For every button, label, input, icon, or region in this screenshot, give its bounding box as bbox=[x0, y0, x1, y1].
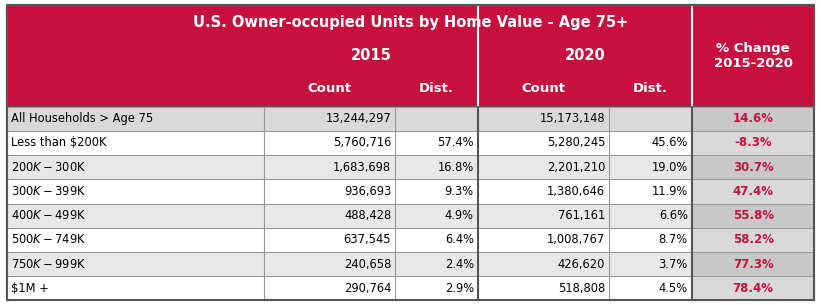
Text: 4.5%: 4.5% bbox=[658, 282, 688, 295]
Text: 11.9%: 11.9% bbox=[652, 185, 688, 198]
Bar bbox=[7, 107, 692, 131]
Text: Dist.: Dist. bbox=[633, 82, 668, 95]
Text: 58.2%: 58.2% bbox=[732, 233, 773, 246]
Text: 3.7%: 3.7% bbox=[658, 258, 688, 271]
Text: 13,244,297: 13,244,297 bbox=[326, 112, 392, 125]
Bar bbox=[7, 179, 692, 203]
Text: $750K - $999K: $750K - $999K bbox=[11, 258, 87, 271]
Bar bbox=[692, 179, 814, 203]
Text: 290,764: 290,764 bbox=[344, 282, 392, 295]
Text: 77.3%: 77.3% bbox=[733, 258, 773, 271]
Text: Count: Count bbox=[308, 82, 351, 95]
Text: 19.0%: 19.0% bbox=[652, 161, 688, 174]
Bar bbox=[692, 228, 814, 252]
Bar bbox=[692, 155, 814, 179]
Text: 55.8%: 55.8% bbox=[732, 209, 773, 222]
Text: Dist.: Dist. bbox=[420, 82, 454, 95]
Text: 4.9%: 4.9% bbox=[445, 209, 474, 222]
Text: 30.7%: 30.7% bbox=[733, 161, 773, 174]
Text: 2,201,210: 2,201,210 bbox=[547, 161, 605, 174]
Text: Less than $200K: Less than $200K bbox=[11, 136, 107, 149]
Bar bbox=[692, 276, 814, 300]
Text: All Households > Age 75: All Households > Age 75 bbox=[11, 112, 154, 125]
Bar bbox=[7, 5, 814, 107]
Bar bbox=[692, 252, 814, 276]
Text: 1,380,646: 1,380,646 bbox=[547, 185, 605, 198]
Bar bbox=[7, 131, 692, 155]
Text: 5,280,245: 5,280,245 bbox=[547, 136, 605, 149]
Text: Count: Count bbox=[521, 82, 566, 95]
Text: 2.4%: 2.4% bbox=[445, 258, 474, 271]
Text: $400K - $499K: $400K - $499K bbox=[11, 209, 87, 222]
Text: 2020: 2020 bbox=[565, 48, 605, 63]
Text: 2.9%: 2.9% bbox=[445, 282, 474, 295]
Text: U.S. Owner-occupied Units by Home Value - Age 75+: U.S. Owner-occupied Units by Home Value … bbox=[193, 16, 628, 30]
Text: 15,173,148: 15,173,148 bbox=[539, 112, 605, 125]
Text: 240,658: 240,658 bbox=[344, 258, 392, 271]
Bar bbox=[692, 107, 814, 131]
Text: 1,683,698: 1,683,698 bbox=[333, 161, 392, 174]
Text: % Change
2015-2020: % Change 2015-2020 bbox=[713, 41, 793, 70]
Text: 426,620: 426,620 bbox=[558, 258, 605, 271]
Bar bbox=[7, 155, 692, 179]
Text: 9.3%: 9.3% bbox=[445, 185, 474, 198]
Text: 936,693: 936,693 bbox=[344, 185, 392, 198]
Text: 1,008,767: 1,008,767 bbox=[547, 233, 605, 246]
Text: 8.7%: 8.7% bbox=[658, 233, 688, 246]
Bar bbox=[7, 203, 692, 228]
Bar bbox=[7, 276, 692, 300]
Text: 637,545: 637,545 bbox=[344, 233, 392, 246]
Text: 78.4%: 78.4% bbox=[732, 282, 773, 295]
Text: 57.4%: 57.4% bbox=[438, 136, 474, 149]
Text: 6.4%: 6.4% bbox=[445, 233, 474, 246]
Text: -8.3%: -8.3% bbox=[734, 136, 772, 149]
Bar bbox=[7, 252, 692, 276]
Text: 6.6%: 6.6% bbox=[658, 209, 688, 222]
Text: $1M +: $1M + bbox=[11, 282, 49, 295]
Text: 518,808: 518,808 bbox=[558, 282, 605, 295]
Text: 761,161: 761,161 bbox=[558, 209, 605, 222]
Text: 14.6%: 14.6% bbox=[732, 112, 773, 125]
Text: 16.8%: 16.8% bbox=[438, 161, 474, 174]
Bar bbox=[7, 228, 692, 252]
Text: 488,428: 488,428 bbox=[344, 209, 392, 222]
Text: $200K - $300K: $200K - $300K bbox=[11, 161, 87, 174]
Bar bbox=[692, 203, 814, 228]
Text: $500K - $749K: $500K - $749K bbox=[11, 233, 87, 246]
Bar bbox=[692, 131, 814, 155]
Text: 47.4%: 47.4% bbox=[732, 185, 773, 198]
Text: 45.6%: 45.6% bbox=[651, 136, 688, 149]
Text: 5,760,716: 5,760,716 bbox=[333, 136, 392, 149]
Text: 2015: 2015 bbox=[351, 48, 392, 63]
Text: $300K - $399K: $300K - $399K bbox=[11, 185, 87, 198]
